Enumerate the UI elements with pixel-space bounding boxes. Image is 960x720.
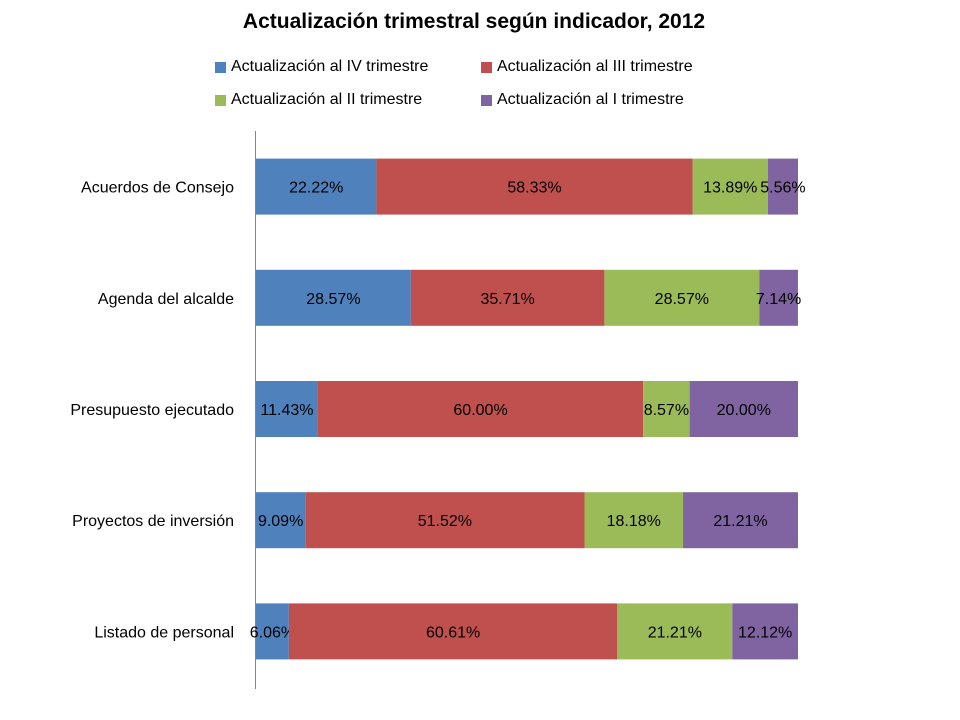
bar-segment bbox=[256, 158, 377, 215]
legend-item-iv: Actualización al IV trimestre bbox=[215, 58, 428, 76]
bar-segment bbox=[317, 381, 644, 437]
data-label: 18.18% bbox=[607, 513, 661, 530]
data-label: 28.57% bbox=[655, 291, 709, 308]
category-label: Listado de personal bbox=[94, 624, 234, 641]
data-label: 5.56% bbox=[760, 180, 805, 197]
legend-swatch-iv bbox=[215, 61, 226, 73]
legend-swatch-ii bbox=[215, 94, 226, 106]
bar-segment bbox=[584, 492, 684, 549]
bar-segment bbox=[689, 381, 798, 437]
data-label: 11.43% bbox=[260, 402, 313, 419]
legend-label-i: Actualización al I trimestre bbox=[497, 91, 684, 108]
category-label: Proyectos de inversión bbox=[72, 513, 234, 530]
data-label: 13.89% bbox=[703, 180, 757, 197]
data-label: 51.52% bbox=[418, 513, 472, 530]
category-label: Agenda del alcalde bbox=[98, 291, 234, 308]
legend-swatch-iii bbox=[481, 61, 492, 73]
data-label: 28.57% bbox=[306, 291, 360, 308]
bar-segment bbox=[256, 269, 411, 326]
bar-segment bbox=[256, 492, 306, 549]
data-label: 60.00% bbox=[453, 402, 507, 419]
category-label: Acuerdos de Consejo bbox=[81, 180, 234, 197]
data-label: 9.09% bbox=[258, 513, 303, 530]
bar-segment bbox=[376, 158, 693, 215]
data-label: 60.61% bbox=[426, 624, 480, 641]
bar-segment bbox=[732, 603, 798, 660]
data-label: 7.14% bbox=[756, 291, 801, 308]
bar-segment bbox=[604, 269, 760, 326]
data-label: 8.57% bbox=[644, 402, 689, 419]
data-label: 58.33% bbox=[507, 180, 561, 197]
bar-segment bbox=[683, 492, 798, 549]
bar-segment bbox=[643, 381, 690, 437]
bar-segment bbox=[305, 492, 585, 549]
category-label: Presupuesto ejecutado bbox=[70, 402, 234, 419]
bar-segment bbox=[617, 603, 733, 660]
data-label: 21.21% bbox=[648, 624, 702, 641]
bar-segment bbox=[767, 158, 798, 215]
data-label: 35.71% bbox=[480, 291, 534, 308]
legend-item-iii: Actualización al III trimestre bbox=[481, 58, 693, 76]
bar-segment bbox=[256, 603, 289, 660]
chart-title: Actualización trimestral según indicador… bbox=[242, 10, 706, 33]
bar-segment bbox=[759, 269, 798, 326]
legend-item-i: Actualización al I trimestre bbox=[481, 91, 684, 109]
data-label: 12.12% bbox=[738, 624, 792, 641]
data-label: 6.06% bbox=[250, 624, 295, 641]
bar-segment bbox=[288, 603, 618, 660]
bar-segment bbox=[256, 381, 318, 437]
legend-item-ii: Actualización al II trimestre bbox=[215, 91, 422, 109]
legend-label-iii: Actualización al III trimestre bbox=[497, 58, 693, 75]
bar-segment bbox=[692, 158, 768, 215]
data-label: 22.22% bbox=[289, 180, 343, 197]
legend-label-ii: Actualización al II trimestre bbox=[231, 91, 423, 108]
data-label: 20.00% bbox=[717, 402, 771, 419]
legend-label-iv: Actualización al IV trimestre bbox=[231, 58, 429, 75]
data-label: 21.21% bbox=[713, 513, 767, 530]
legend-swatch-i bbox=[481, 94, 492, 106]
bar-segment bbox=[410, 269, 605, 326]
